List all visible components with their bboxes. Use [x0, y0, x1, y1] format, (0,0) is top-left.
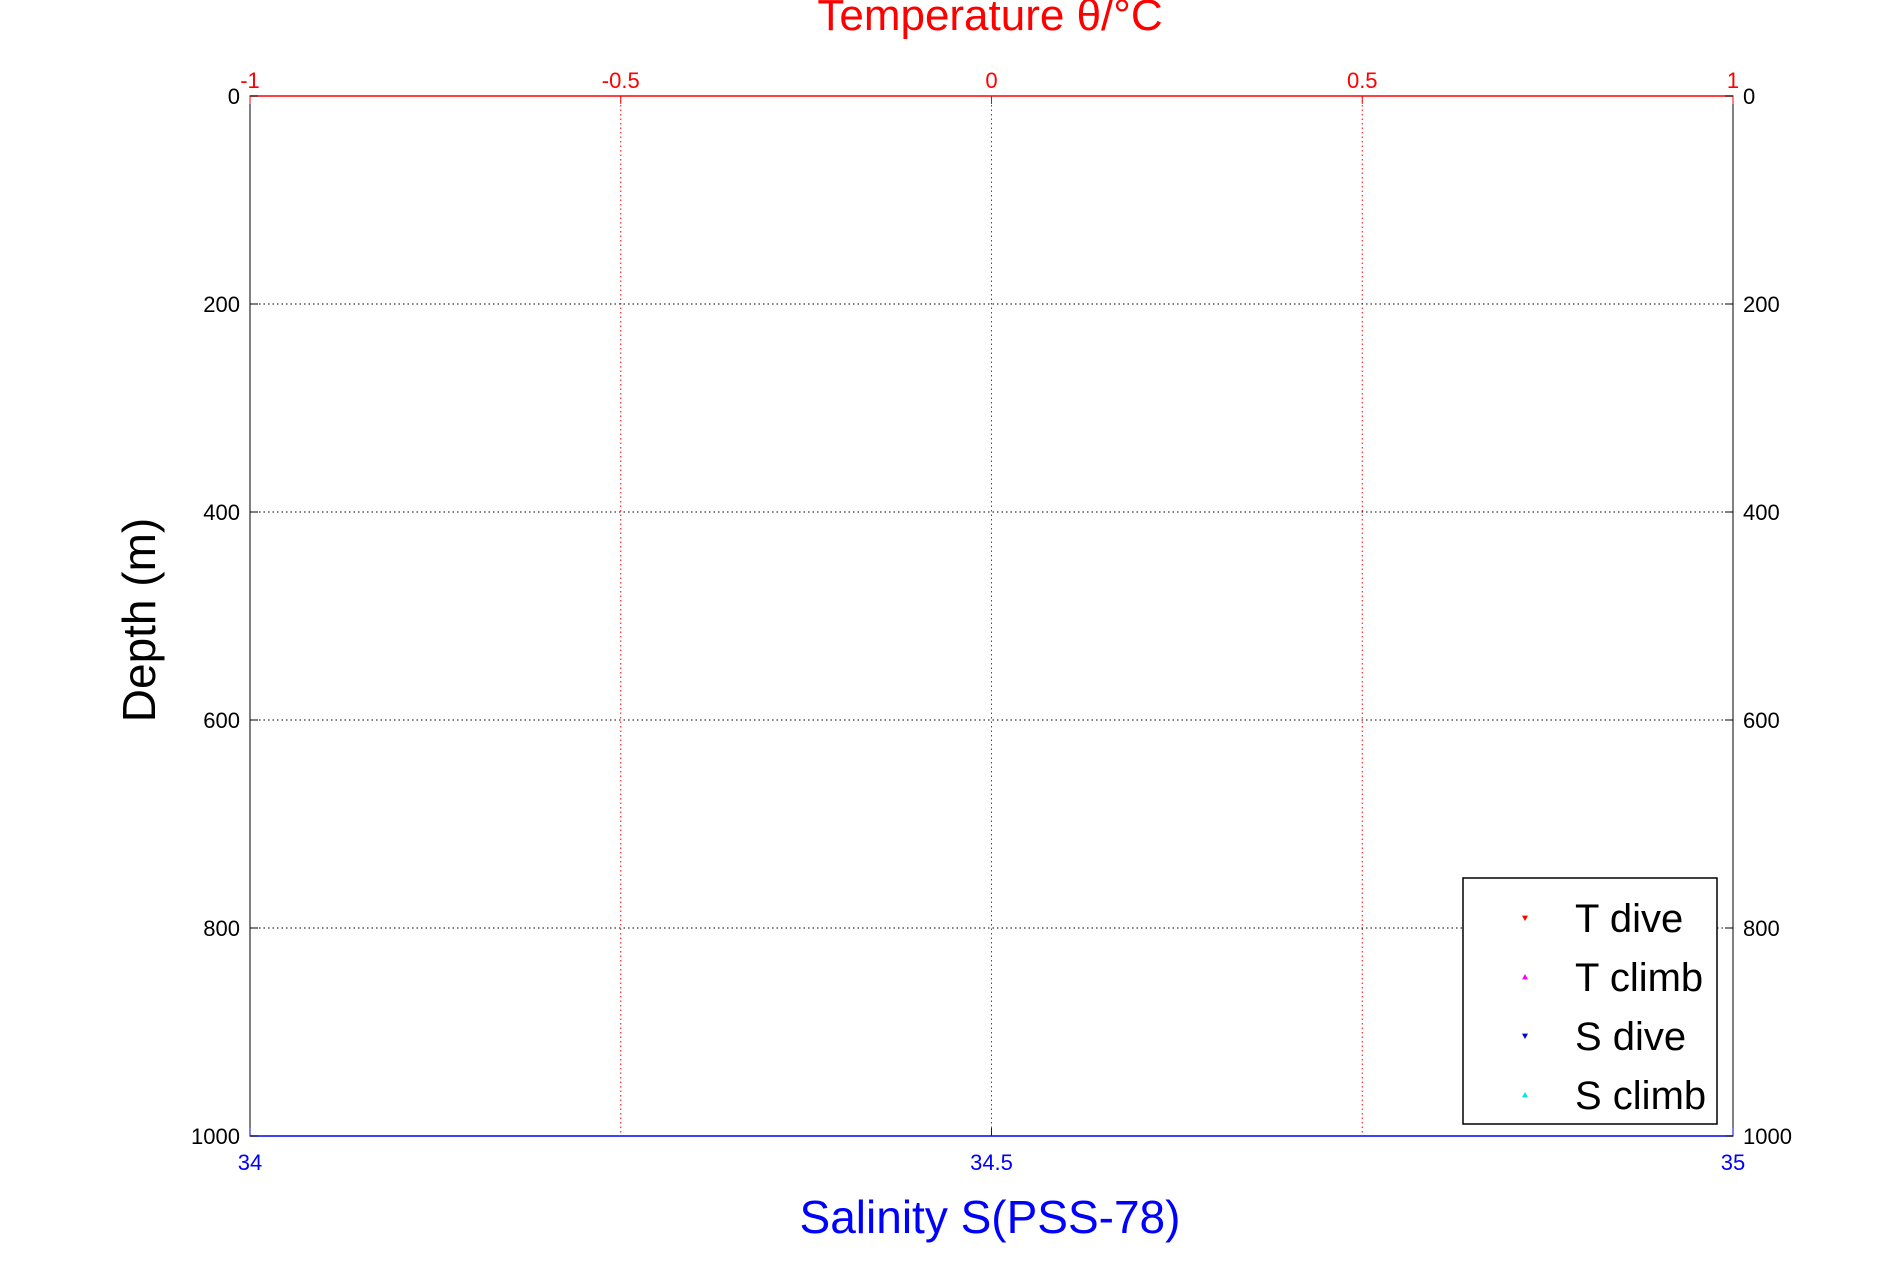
salinity-tick-label: 35 — [1721, 1150, 1745, 1175]
legend-box — [1462, 877, 1718, 1125]
legend-marker-s-climb — [1522, 1092, 1528, 1098]
temperature-tick-label: -0.5 — [602, 68, 640, 93]
depth-tick-label-left: 200 — [203, 292, 240, 317]
temperature-tick-label: 0.5 — [1347, 68, 1378, 93]
depth-tick-label-left: 800 — [203, 916, 240, 941]
legend-label-s-climb: S climb — [1575, 1074, 1706, 1118]
chart-title: Temperature θ/°C — [817, 0, 1162, 40]
depth-tick-label-right: 600 — [1743, 708, 1780, 733]
depth-tick-label-right: 0 — [1743, 84, 1755, 109]
legend-marker-s-dive — [1522, 1033, 1528, 1039]
depth-tick-label-left: 0 — [228, 84, 240, 109]
depth-tick-label-right: 1000 — [1743, 1124, 1792, 1149]
legend-label-t-climb: T climb — [1575, 956, 1703, 1000]
legend-label-t-dive: T dive — [1575, 897, 1683, 941]
y-axis-label: Depth (m) — [113, 518, 165, 722]
legend-marker-t-climb — [1522, 974, 1528, 980]
depth-tick-label-left: 600 — [203, 708, 240, 733]
temperature-tick-label: 0 — [985, 68, 997, 93]
x-axis-label: Salinity S(PSS-78) — [800, 1191, 1181, 1243]
legend-marker-t-dive — [1522, 915, 1528, 921]
salinity-tick-label: 34 — [238, 1150, 262, 1175]
temperature-tick-label: 1 — [1727, 68, 1739, 93]
depth-tick-label-right: 400 — [1743, 500, 1780, 525]
legend: T dive T climb S dive S climb — [1462, 877, 1718, 1125]
temperature-tick-label: -1 — [240, 68, 260, 93]
depth-tick-label-right: 200 — [1743, 292, 1780, 317]
legend-label-s-dive: S dive — [1575, 1015, 1686, 1059]
depth-tick-label-left: 1000 — [191, 1124, 240, 1149]
depth-tick-label-right: 800 — [1743, 916, 1780, 941]
salinity-tick-label: 34.5 — [970, 1150, 1013, 1175]
depth-tick-label-left: 400 — [203, 500, 240, 525]
axis-ticks: -1 -0.5 0 0.5 1 34 34.5 35 0 0 200 200 400 400 600 600 8… — [191, 68, 1792, 1175]
